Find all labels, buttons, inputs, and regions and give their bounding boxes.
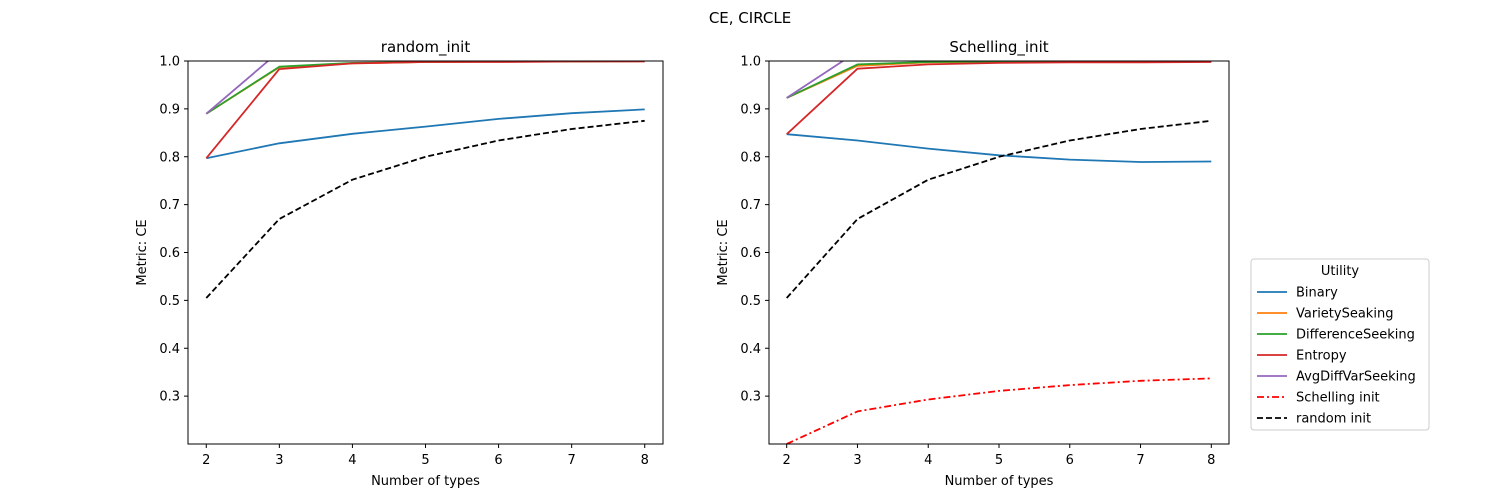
legend-entry-label: AvgDiffVarSeeking <box>1296 370 1416 385</box>
x-tick-label: 2 <box>202 453 210 468</box>
series-line-schelling-init <box>786 377 1212 444</box>
series-line-differenceseeking <box>786 61 1212 99</box>
legend-title: Utility <box>1321 264 1360 279</box>
axes-frame <box>768 60 1230 445</box>
y-tick-label: 0.7 <box>740 198 761 213</box>
series-line-random-init <box>205 119 645 299</box>
x-tick-label: 7 <box>568 453 576 468</box>
series-line-differenceseeking <box>205 61 645 115</box>
x-tick-label: 2 <box>783 453 791 468</box>
legend: Utility Binary VarietySeaking DifferenceSee… <box>1250 258 1430 431</box>
y-tick-label: 0.7 <box>159 198 180 213</box>
legend-entry-label: Schelling init <box>1296 391 1380 406</box>
series-lines <box>205 61 645 299</box>
x-tick-label: 3 <box>853 453 861 468</box>
y-tick-label: 0.3 <box>740 390 761 405</box>
x-tick-label: 8 <box>641 453 649 468</box>
x-tick-label: 7 <box>1136 453 1144 468</box>
legend-entry-label: Binary <box>1296 286 1338 301</box>
x-tick-label: 6 <box>1066 453 1074 468</box>
y-tick-label: 0.6 <box>740 246 761 261</box>
series-line-avgdiffvarseeking <box>205 61 270 115</box>
x-tick-label: 4 <box>924 453 932 468</box>
y-axis-label: Metric: CE <box>135 219 150 285</box>
y-tick-label: 0.6 <box>159 246 180 261</box>
y-tick-label: 0.4 <box>159 342 180 357</box>
x-tick-label: 4 <box>348 453 356 468</box>
legend-entry-label: DifferenceSeeking <box>1296 328 1415 343</box>
y-tick-label: 0.8 <box>159 150 180 165</box>
series-line-entropy <box>205 61 645 159</box>
subplot-title: random_init <box>381 38 471 57</box>
y-tick-label: 0.5 <box>740 294 761 309</box>
legend-entry-label: random init <box>1296 412 1371 427</box>
y-tick-label: 0.9 <box>740 102 761 117</box>
series-line-varietyseaking <box>205 61 645 115</box>
y-tick-label: 1.0 <box>159 55 180 70</box>
plots-container: 2 3 4 5 6 7 8 0.3 0.4 0.5 0.6 0.7 0.8 0.9 1.0 random_in… <box>135 38 1230 489</box>
x-axis-label: Number of types <box>371 474 480 489</box>
y-axis-label: Metric: CE <box>716 219 731 285</box>
legend-entry-label: VarietySeaking <box>1296 307 1393 322</box>
x-tick-label: 5 <box>421 453 429 468</box>
legend-box <box>1250 258 1430 431</box>
y-tick-label: 0.4 <box>740 342 761 357</box>
subplot-title: Schelling_init <box>949 38 1048 57</box>
x-tick-label: 8 <box>1207 453 1215 468</box>
x-tick-label: 6 <box>494 453 502 468</box>
series-line-binary <box>206 108 645 160</box>
y-tick-label: 0.3 <box>159 390 180 405</box>
series-lines <box>786 61 1212 444</box>
series-line-random-init <box>786 119 1212 299</box>
y-tick-label: 1.0 <box>740 55 761 70</box>
axes-frame <box>187 60 664 445</box>
subplot-2: 2 3 4 5 6 7 8 0.3 0.4 0.5 0.6 0.7 0.8 0.9 1.0 Schelling… <box>716 38 1230 489</box>
series-line-entropy <box>786 61 1212 135</box>
figure-title: CE, CIRCLE <box>709 9 791 27</box>
x-axis-label: Number of types <box>945 474 1054 489</box>
y-tick-label: 0.5 <box>159 294 180 309</box>
legend-entry-label: Entropy <box>1296 349 1347 364</box>
y-tick-label: 0.8 <box>740 150 761 165</box>
subplot-1: 2 3 4 5 6 7 8 0.3 0.4 0.5 0.6 0.7 0.8 0.9 1.0 random_in… <box>135 38 664 489</box>
x-tick-label: 3 <box>275 453 283 468</box>
x-tick-label: 5 <box>995 453 1003 468</box>
series-line-binary <box>786 133 1212 163</box>
y-tick-label: 0.9 <box>159 102 180 117</box>
